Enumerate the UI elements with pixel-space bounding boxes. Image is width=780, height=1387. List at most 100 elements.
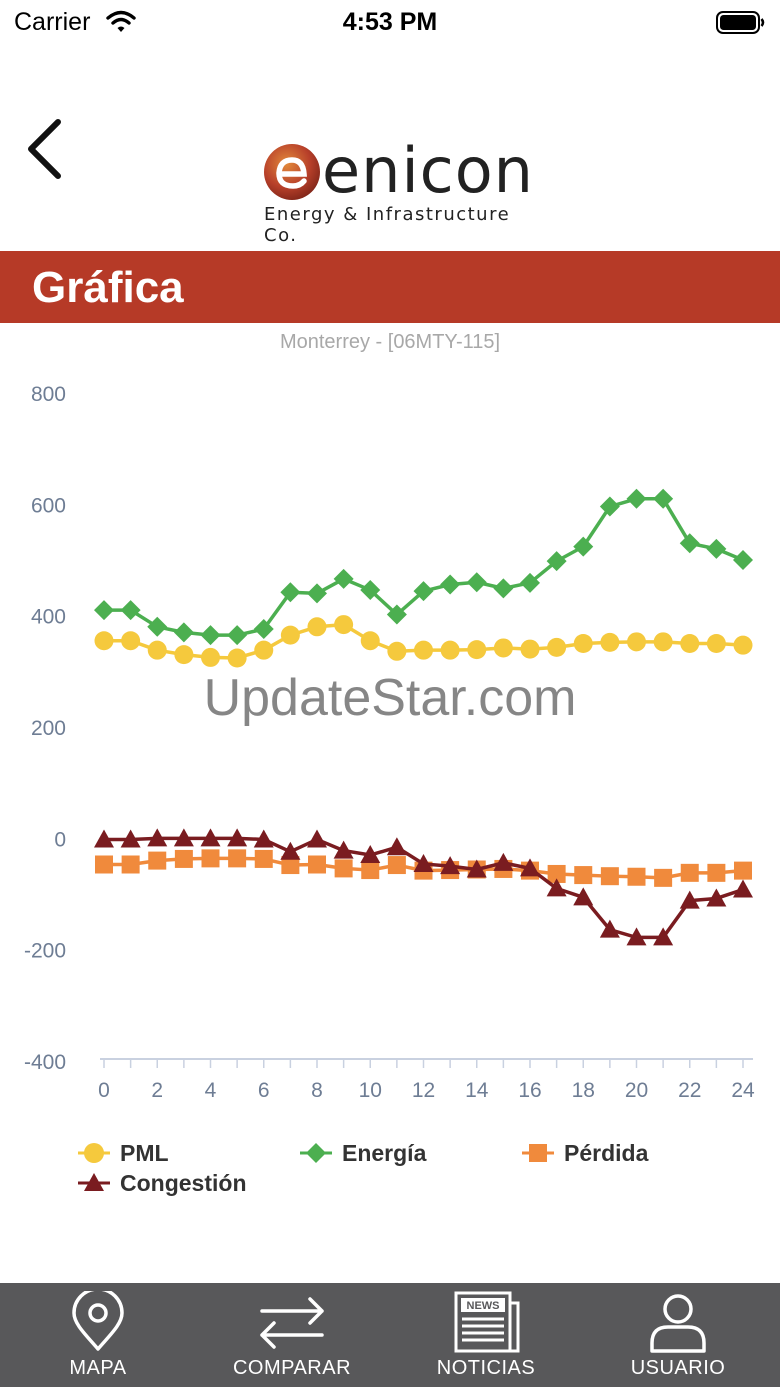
- data-point-congestion: [386, 837, 407, 856]
- x-tick-label: 20: [625, 1079, 648, 1102]
- data-point-energia: [520, 572, 540, 593]
- y-tick-label: 600: [31, 494, 66, 517]
- legend-label-energia: Energía: [342, 1139, 427, 1166]
- data-point-energia: [733, 550, 753, 570]
- back-button[interactable]: [22, 116, 70, 186]
- data-point-congestion: [599, 919, 620, 938]
- data-point-perdida: [654, 868, 673, 887]
- data-point-pml: [547, 637, 567, 657]
- watermark-text: UpdateStar.com: [203, 669, 577, 727]
- data-point-energia: [413, 581, 434, 602]
- data-point-pml: [254, 640, 274, 660]
- tab-label-comparar: COMPARAR: [232, 1357, 352, 1379]
- tab-noticias[interactable]: NEWS NOTICIAS: [426, 1283, 546, 1387]
- svg-text:NEWS: NEWS: [467, 1300, 500, 1312]
- swap-arrows-icon: [260, 1297, 324, 1349]
- data-point-perdida: [734, 861, 752, 880]
- y-tick-label: -200: [24, 940, 66, 963]
- data-point-congestion: [440, 856, 461, 875]
- y-tick-label: 400: [31, 606, 66, 629]
- data-point-energia: [307, 583, 327, 604]
- data-point-perdida: [547, 864, 566, 883]
- legend-label-congestion: Congestión: [120, 1169, 247, 1196]
- data-point-congestion: [333, 840, 354, 859]
- tab-bar: MAPA COMPARAR NEWS NOTICIAS USUARIO: [0, 1283, 780, 1387]
- data-point-pml: [414, 640, 433, 660]
- x-tick-label: 14: [465, 1079, 489, 1102]
- data-point-energia: [147, 616, 168, 637]
- x-tick-label: 10: [359, 1079, 382, 1102]
- x-tick-label: 4: [205, 1079, 217, 1102]
- data-point-energia: [386, 604, 407, 625]
- data-point-congestion: [173, 828, 194, 847]
- data-point-energia: [466, 572, 487, 593]
- data-point-energia: [626, 488, 647, 509]
- user-icon: [650, 1294, 706, 1353]
- page-title: Gráfica: [32, 263, 184, 312]
- data-point-pml: [467, 640, 487, 660]
- x-tick-label: 2: [151, 1079, 163, 1102]
- data-point-perdida: [308, 855, 326, 874]
- map-pin-icon: [72, 1291, 124, 1351]
- data-point-pml: [227, 648, 247, 668]
- data-point-perdida: [361, 861, 380, 880]
- data-point-pml: [706, 634, 726, 653]
- data-point-perdida: [680, 863, 699, 882]
- legend-item-congestion[interactable]: Congestión: [76, 1168, 247, 1198]
- data-point-perdida: [600, 867, 619, 886]
- data-point-congestion: [493, 852, 514, 871]
- tab-comparar[interactable]: COMPARAR: [222, 1283, 362, 1387]
- data-point-energia: [493, 578, 514, 599]
- tab-label-usuario: USUARIO: [630, 1357, 726, 1379]
- x-tick-label: 16: [518, 1079, 541, 1102]
- data-point-pml: [653, 632, 673, 652]
- logo-wordmark: enicon: [322, 134, 534, 207]
- legend-marker-congestion: [78, 1173, 110, 1191]
- status-bar: Carrier 4:53 PM: [0, 0, 780, 46]
- data-point-pml: [360, 631, 380, 651]
- data-point-energia: [120, 600, 141, 621]
- data-point-pml: [440, 640, 460, 660]
- legend-item-energia[interactable]: Energía: [298, 1138, 426, 1168]
- data-point-perdida: [201, 849, 220, 868]
- legend-item-pml[interactable]: PML: [76, 1138, 169, 1168]
- data-point-perdida: [627, 867, 646, 886]
- data-point-energia: [253, 619, 274, 640]
- data-point-energia: [679, 533, 700, 554]
- tab-label-noticias: NOTICIAS: [436, 1357, 536, 1379]
- data-point-congestion: [413, 853, 434, 872]
- tab-mapa[interactable]: MAPA: [38, 1283, 158, 1387]
- chart-title: Monterrey - [06MTY-115]: [279, 331, 501, 353]
- legend-item-perdida[interactable]: Pérdida: [520, 1138, 648, 1168]
- legend-marker-pml: [78, 1143, 110, 1163]
- data-point-energia: [333, 568, 354, 589]
- legend-label-perdida: Pérdida: [564, 1139, 649, 1166]
- legend-marker-energia: [300, 1143, 332, 1163]
- data-point-congestion: [706, 888, 727, 907]
- y-tick-label: -400: [24, 1051, 66, 1074]
- enicon-logo-mark: [264, 144, 320, 200]
- data-point-pml: [334, 615, 354, 635]
- tab-usuario[interactable]: USUARIO: [618, 1283, 738, 1387]
- data-point-congestion: [94, 829, 114, 848]
- data-point-perdida: [334, 859, 353, 878]
- data-point-congestion: [120, 829, 141, 848]
- data-point-congestion: [253, 829, 274, 848]
- data-point-pml: [201, 647, 220, 667]
- y-tick-label: 0: [54, 828, 66, 851]
- data-point-congestion: [520, 858, 540, 877]
- y-tick-label: 200: [31, 717, 66, 740]
- data-point-pml: [680, 634, 700, 653]
- logo-tagline: Energy & Infrastructure Co.: [264, 204, 511, 246]
- data-point-perdida: [95, 855, 113, 874]
- data-point-congestion: [626, 927, 647, 946]
- chevron-left-icon: [28, 119, 61, 179]
- data-point-energia: [706, 538, 727, 559]
- data-point-congestion: [147, 828, 168, 847]
- series-line-congestion: [104, 836, 744, 940]
- x-tick-label: 18: [572, 1079, 595, 1102]
- status-carrier: Carrier: [14, 8, 91, 36]
- data-point-pml: [573, 634, 593, 653]
- data-point-energia: [280, 582, 301, 603]
